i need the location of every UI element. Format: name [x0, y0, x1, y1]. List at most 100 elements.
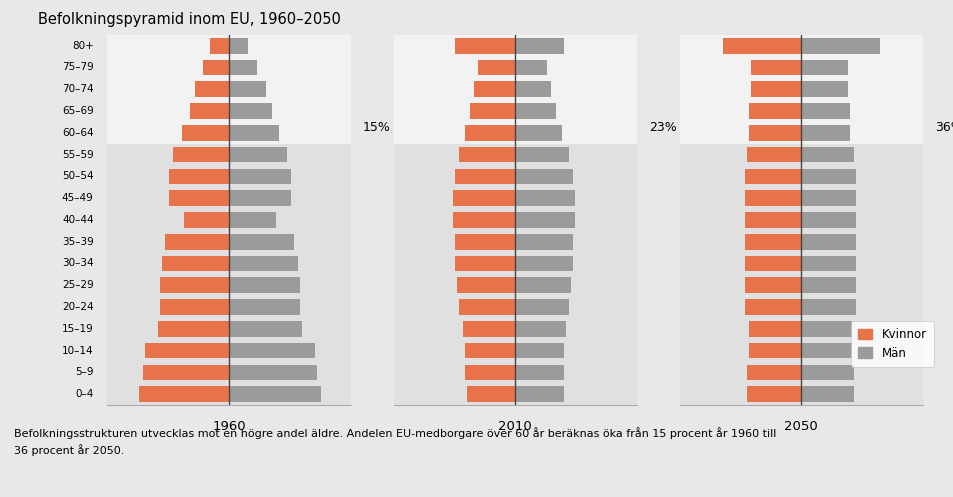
- Bar: [470, 103, 515, 119]
- Text: Befolkningspyramid inom EU, 1960–2050: Befolkningspyramid inom EU, 1960–2050: [38, 12, 340, 27]
- Text: 5–9: 5–9: [75, 367, 93, 377]
- Text: 35–39: 35–39: [62, 237, 93, 247]
- Bar: [748, 321, 801, 336]
- Bar: [515, 234, 573, 249]
- Bar: [165, 234, 229, 249]
- Bar: [750, 60, 801, 76]
- Bar: [107, 144, 351, 405]
- Bar: [159, 277, 229, 293]
- Bar: [229, 168, 291, 184]
- Bar: [744, 299, 801, 315]
- Bar: [393, 35, 637, 144]
- Bar: [515, 321, 565, 336]
- Bar: [203, 60, 229, 76]
- Bar: [229, 60, 256, 76]
- Bar: [801, 82, 847, 97]
- Bar: [746, 147, 801, 163]
- Bar: [515, 147, 569, 163]
- Text: 0–4: 0–4: [75, 389, 93, 399]
- Bar: [229, 343, 314, 358]
- Bar: [801, 38, 879, 54]
- Bar: [477, 60, 515, 76]
- Bar: [455, 234, 515, 249]
- Bar: [229, 125, 279, 141]
- Bar: [172, 147, 229, 163]
- Bar: [744, 277, 801, 293]
- Text: 30–34: 30–34: [62, 258, 93, 268]
- Bar: [229, 364, 316, 380]
- Bar: [744, 168, 801, 184]
- Bar: [801, 386, 853, 402]
- Bar: [801, 277, 855, 293]
- Text: 15–19: 15–19: [62, 324, 93, 334]
- Text: 20–24: 20–24: [62, 302, 93, 312]
- Bar: [679, 144, 922, 405]
- Bar: [159, 299, 229, 315]
- Bar: [393, 144, 637, 405]
- Bar: [143, 364, 229, 380]
- Text: 2050: 2050: [783, 420, 818, 433]
- Bar: [464, 125, 515, 141]
- Bar: [515, 386, 563, 402]
- Bar: [801, 147, 853, 163]
- Bar: [515, 190, 575, 206]
- Bar: [157, 321, 229, 336]
- Bar: [801, 125, 849, 141]
- Bar: [464, 343, 515, 358]
- Bar: [190, 103, 229, 119]
- Bar: [515, 364, 563, 380]
- Text: 75–79: 75–79: [62, 63, 93, 73]
- Bar: [229, 234, 294, 249]
- Text: 40–44: 40–44: [62, 215, 93, 225]
- Bar: [515, 168, 573, 184]
- Bar: [746, 364, 801, 380]
- Text: 50–54: 50–54: [62, 171, 93, 181]
- Bar: [474, 82, 515, 97]
- Bar: [801, 212, 855, 228]
- Text: 1960: 1960: [212, 420, 246, 433]
- Text: 10–14: 10–14: [62, 345, 93, 356]
- Bar: [801, 299, 855, 315]
- Bar: [679, 35, 922, 144]
- Bar: [801, 190, 855, 206]
- Bar: [453, 190, 515, 206]
- Bar: [229, 190, 291, 206]
- Bar: [229, 103, 272, 119]
- Text: 55–59: 55–59: [62, 150, 93, 160]
- Bar: [229, 386, 320, 402]
- Bar: [744, 212, 801, 228]
- Bar: [464, 364, 515, 380]
- Text: 23%: 23%: [648, 121, 676, 134]
- Bar: [161, 255, 229, 271]
- Bar: [801, 364, 853, 380]
- Bar: [515, 82, 550, 97]
- Bar: [801, 343, 851, 358]
- Bar: [107, 35, 351, 144]
- Bar: [210, 38, 229, 54]
- Bar: [801, 60, 847, 76]
- Text: 80+: 80+: [71, 41, 93, 51]
- Bar: [801, 168, 855, 184]
- Text: 60–64: 60–64: [62, 128, 93, 138]
- Text: 45–49: 45–49: [62, 193, 93, 203]
- Bar: [229, 255, 298, 271]
- Text: 15%: 15%: [362, 121, 390, 134]
- Bar: [801, 234, 855, 249]
- Bar: [229, 212, 275, 228]
- Bar: [801, 103, 849, 119]
- Bar: [229, 277, 300, 293]
- Text: 36%: 36%: [934, 121, 953, 134]
- Bar: [455, 38, 515, 54]
- Bar: [229, 38, 248, 54]
- Bar: [750, 82, 801, 97]
- Bar: [229, 82, 266, 97]
- Bar: [139, 386, 229, 402]
- Bar: [515, 212, 575, 228]
- Bar: [184, 212, 229, 228]
- Bar: [455, 255, 515, 271]
- Bar: [746, 386, 801, 402]
- Bar: [744, 190, 801, 206]
- Bar: [145, 343, 229, 358]
- Bar: [466, 386, 515, 402]
- Bar: [462, 321, 515, 336]
